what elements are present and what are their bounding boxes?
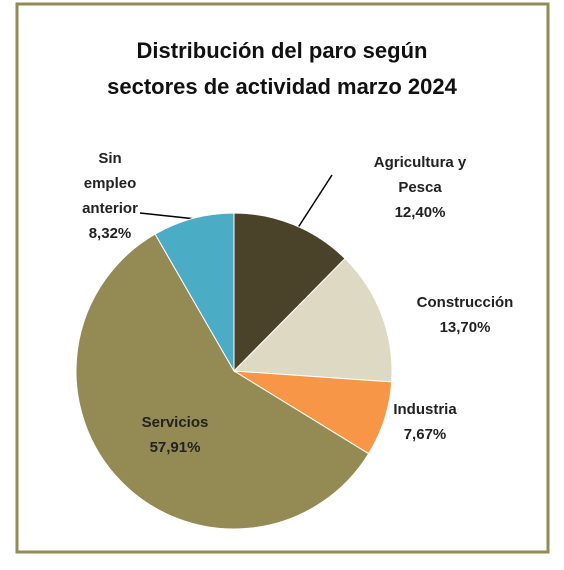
pie-slice [75,233,370,530]
chart-title: sectores de actividad marzo 2024 [107,74,457,99]
category-label: Sin empleo anterior [82,150,138,217]
value-label: 57,91% [149,439,201,456]
slice-label: Construcción 13,70% [400,290,530,340]
slice-label: Sin empleo anterior 8,32% [70,146,150,246]
pie-slice [233,212,346,373]
value-label: 8,32% [88,225,132,242]
pie-slice [154,212,235,373]
category-label: Industria [393,401,457,418]
category-label: Agricultura y Pesca [373,154,467,196]
value-label: 12,40% [394,204,446,221]
category-label: Construcción [416,294,514,311]
value-label: 13,70% [439,319,491,336]
slice-label: Industria 7,67% [380,397,470,447]
pie-slice [232,257,393,383]
value-label: 7,67% [403,426,447,443]
slice-label: Servicios 57,91% [120,410,230,460]
chart-title: Distribución del paro según [137,38,428,63]
slice-label: Agricultura y Pesca 12,40% [350,150,490,225]
leader-line [139,212,197,220]
category-label: Servicios [141,414,209,431]
pie [75,212,393,530]
